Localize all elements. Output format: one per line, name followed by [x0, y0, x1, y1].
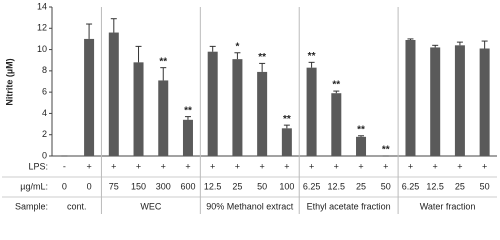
lps-label: + [210, 161, 215, 171]
bar [84, 38, 95, 156]
significance-label: ** [308, 51, 316, 62]
group-label: Water fraction [420, 201, 476, 211]
x-tick-label: 0 [87, 181, 92, 191]
x-tick-label: 25 [232, 181, 242, 191]
y-tick-label: 8 [42, 65, 47, 75]
chart: Nitrite (µM) LPS: µg/mL: Sample: 0 2 4 6 8 10… [2, 1, 497, 214]
bar [430, 47, 441, 156]
lps-label: + [111, 161, 116, 171]
significance-label: ** [184, 105, 192, 116]
row-label: Sample: [15, 201, 48, 211]
lps-label: + [284, 161, 289, 171]
lps-label: + [309, 161, 314, 171]
lps-label: + [185, 161, 190, 171]
bar [479, 48, 490, 156]
lps-label: + [383, 161, 388, 171]
lps-label: + [482, 161, 487, 171]
bar [182, 119, 193, 156]
x-tick-label: 0 [62, 181, 67, 191]
lps-label: - [63, 161, 66, 171]
group-label: cont. [67, 201, 87, 211]
lps-label: + [334, 161, 339, 171]
x-tick-label: 50 [480, 181, 490, 191]
lps-label: + [136, 161, 141, 171]
x-tick-label: 600 [180, 181, 195, 191]
x-tick-label: 12.5 [426, 181, 444, 191]
lps-label: + [161, 161, 166, 171]
significance-label: ** [332, 80, 340, 91]
x-tick-label: 50 [381, 181, 391, 191]
y-axis-label: Nitrite (µM) [4, 58, 14, 105]
lps-label: + [433, 161, 438, 171]
x-tick-label: 75 [109, 181, 119, 191]
bar [257, 71, 268, 156]
significance-label: ** [357, 124, 365, 135]
x-tick-label: 12.5 [204, 181, 222, 191]
x-tick-label: 25 [455, 181, 465, 191]
bar [306, 67, 317, 156]
group-label: WEC [140, 201, 161, 211]
bar [405, 39, 416, 156]
y-tick-label: 2 [42, 129, 47, 139]
bar [207, 51, 218, 157]
y-tick-label: 4 [42, 108, 47, 118]
x-tick-label: 12.5 [328, 181, 346, 191]
bar [356, 136, 367, 156]
x-tick-label: 150 [131, 181, 146, 191]
bar [454, 45, 465, 156]
lps-label: + [235, 161, 240, 171]
lps-label: + [457, 161, 462, 171]
significance-label: ** [258, 52, 266, 63]
significance-label: ** [283, 114, 291, 125]
x-tick-label: 300 [156, 181, 171, 191]
y-tick-label: 10 [37, 44, 47, 54]
row-label: µg/mL: [20, 181, 48, 191]
lps-label: + [86, 161, 91, 171]
row-label: LPS: [28, 161, 48, 171]
bar [232, 59, 243, 156]
lps-label: + [408, 161, 413, 171]
bar [281, 128, 292, 156]
y-tick-label: 6 [42, 87, 47, 97]
lps-label: + [358, 161, 363, 171]
bar [133, 62, 144, 156]
significance-label: ** [382, 145, 390, 156]
x-tick-label: 50 [257, 181, 267, 191]
y-tick-label: 0 [42, 150, 47, 160]
bar [331, 93, 342, 156]
bar [158, 80, 169, 156]
x-tick-label: 25 [356, 181, 366, 191]
x-tick-label: 100 [279, 181, 294, 191]
x-tick-label: 6.25 [303, 181, 321, 191]
group-label: 90% Methanol extract [206, 201, 294, 211]
y-tick-label: 14 [37, 1, 47, 11]
x-tick-label: 6.25 [402, 181, 420, 191]
significance-label: ** [159, 56, 167, 67]
bar [108, 32, 119, 156]
lps-label: + [260, 161, 265, 171]
y-tick-label: 12 [37, 23, 47, 33]
significance-label: * [235, 41, 239, 52]
group-label: Ethyl acetate fraction [307, 201, 391, 211]
